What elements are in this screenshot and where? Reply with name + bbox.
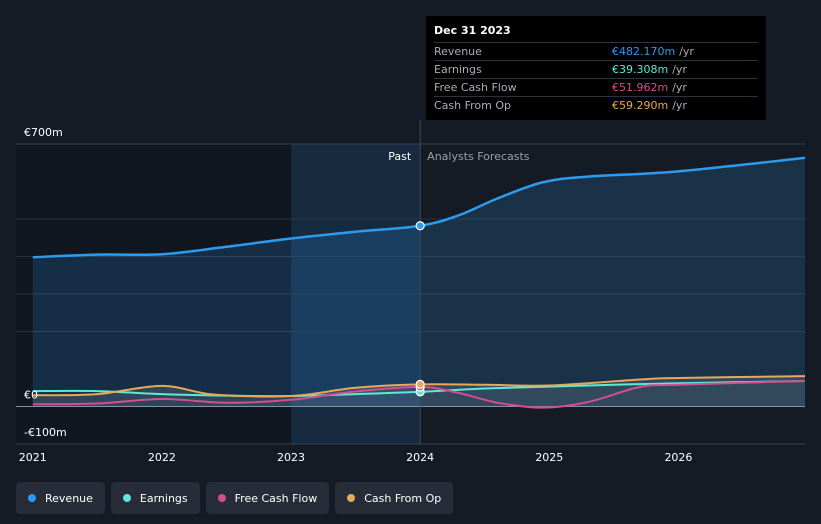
series-line-free-cash-flow: [32, 380, 806, 409]
x-tick-label: 2024: [406, 451, 434, 464]
tooltip-value-text: €482.170m: [612, 45, 676, 58]
y-tick-label: €700m: [24, 126, 63, 139]
tooltip-value-text: €39.308m: [612, 63, 669, 76]
series-line-cash-from-op: [32, 375, 806, 398]
series-lines: [32, 156, 806, 409]
tooltip-unit: /yr: [679, 45, 694, 58]
legend-dot-icon: [217, 494, 226, 502]
legend-label: Cash From Op: [364, 491, 442, 505]
tooltip-unit: /yr: [672, 63, 687, 76]
y-tick-labels: €700m €0 -€100m: [24, 126, 67, 439]
marker-revenue: [415, 221, 425, 231]
legend-dot-icon: [122, 494, 131, 502]
tooltip-row-revenue: Revenue €482.170m/yr: [434, 43, 758, 61]
revenue-area: [32, 157, 806, 407]
tooltip-row-free-cash-flow: Free Cash Flow €51.962m/yr: [434, 79, 758, 97]
tooltip: Dec 31 2023 Revenue €482.170m/yr Earnings €…: [426, 16, 766, 120]
tooltip-unit: /yr: [672, 99, 687, 112]
tooltip-row-earnings: Earnings €39.308m/yr: [434, 61, 758, 79]
x-tick-label: 2026: [664, 451, 692, 464]
x-tick-label: 2025: [535, 451, 563, 464]
legend-dot-icon: [28, 494, 36, 502]
legend-item-earnings[interactable]: Earnings: [110, 482, 200, 514]
legend-item-cash-from-op[interactable]: Cash From Op: [335, 482, 454, 514]
tooltip-row-label: Free Cash Flow: [434, 81, 517, 94]
y-tick-label: -€100m: [24, 426, 67, 439]
tooltip-value-text: €59.290m: [612, 99, 669, 112]
tooltip-row-value: €482.170m/yr: [612, 43, 694, 60]
y-tick-label: €0: [24, 389, 38, 402]
legend-label: Revenue: [45, 491, 93, 505]
tooltip-row-cash-from-op: Cash From Op €59.290m/yr: [434, 97, 758, 114]
x-tick-labels: 2021 2022 2023 2024 2025 2026: [19, 451, 693, 464]
marker-cash-from-op: [415, 379, 425, 389]
x-tick-label: 2021: [19, 451, 47, 464]
tooltip-row-value: €39.308m/yr: [612, 61, 687, 78]
past-label: Past: [388, 150, 412, 163]
series-line-earnings: [32, 380, 806, 398]
legend-label: Free Cash Flow: [234, 491, 318, 505]
tooltip-row-label: Cash From Op: [434, 99, 512, 112]
tooltip-row-value: €51.962m/yr: [612, 79, 687, 96]
x-tick-label: 2022: [148, 451, 176, 464]
tooltip-row-label: Revenue: [434, 45, 482, 58]
legend: Revenue Earnings Free Cash Flow Cash From O…: [16, 482, 454, 514]
tooltip-row-value: €59.290m/yr: [612, 97, 687, 114]
hover-markers: [415, 221, 425, 397]
tooltip-rows: Revenue €482.170m/yr Earnings €39.308m/yr Fr…: [434, 43, 758, 114]
gridlines: [16, 143, 805, 445]
tooltip-value-text: €51.962m: [612, 81, 669, 94]
tooltip-unit: /yr: [672, 81, 687, 94]
legend-dot-icon: [347, 494, 356, 502]
tooltip-date: Dec 31 2023: [434, 24, 758, 43]
legend-item-revenue[interactable]: Revenue: [16, 482, 105, 514]
x-tick-label: 2023: [277, 451, 305, 464]
legend-label: Earnings: [139, 491, 188, 505]
forecast-label: Analysts Forecasts: [427, 150, 530, 163]
tooltip-row-label: Earnings: [434, 63, 482, 76]
legend-item-free-cash-flow[interactable]: Free Cash Flow: [205, 482, 330, 514]
